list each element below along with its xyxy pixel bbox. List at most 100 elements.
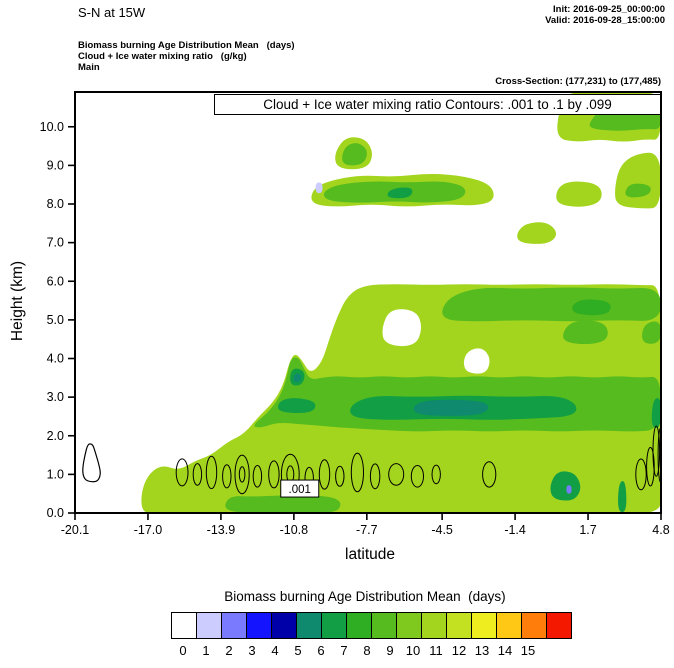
valid-time: Valid: 2016-09-28_15:00:00 — [545, 15, 665, 26]
cloud-contour-loop — [175, 458, 189, 487]
cloud-contour-loop — [652, 425, 661, 477]
y-tick-label: 1.0 — [47, 467, 64, 481]
colorbar: 0 1 2 3 4 5 6 7 8 9 10 11 12 13 14 15 — [171, 612, 572, 658]
fill-region — [615, 152, 661, 209]
colorbar-tick-label: 6 — [317, 643, 325, 658]
y-tick-label: 9.0 — [47, 158, 64, 172]
colorbar-tick-label: 12 — [451, 643, 467, 658]
fill-region — [342, 143, 367, 166]
cloud-contour-loop — [234, 454, 250, 495]
colorbar-tick-label: 5 — [294, 643, 302, 658]
fill-region — [556, 181, 602, 207]
colorbar-cell-15 — [546, 612, 572, 639]
contour-fill-layer: .001 — [82, 92, 661, 513]
x-tick-label: -20.1 — [61, 523, 90, 537]
cross-section-info: Cross-Section: (177,231) to (177,485) — [495, 76, 661, 87]
y-tick-label: 3.0 — [47, 390, 64, 404]
colorbar-title: Biomass burning Age Distribution Mean (d… — [224, 589, 506, 604]
colorbar-tick-label: 11 — [429, 643, 443, 658]
fill-region — [625, 183, 651, 198]
contour-info-box: Cloud + Ice water mixing ratio Contours:… — [214, 94, 661, 115]
cloud-contour-loop — [205, 455, 218, 490]
x-tick-label: -1.4 — [504, 523, 526, 537]
cloud-contour-loop — [482, 461, 497, 488]
colorbar-tick-label: 1 — [202, 643, 210, 658]
x-tick-label: 4.8 — [652, 523, 669, 537]
colorbar-cell-2 — [221, 612, 247, 639]
fill-region — [572, 299, 611, 316]
fill-region — [651, 398, 661, 428]
colorbar-cell-7 — [346, 612, 372, 639]
cloud-contour-blob — [82, 443, 101, 483]
fill-region — [517, 222, 557, 244]
plot-frame — [74, 91, 662, 514]
cloud-contour-loop — [222, 464, 232, 489]
fill-region — [382, 309, 422, 347]
cloud-contour-loop — [635, 458, 647, 491]
cloud-contour-loop — [252, 465, 263, 488]
colorbar-cell-3 — [246, 612, 272, 639]
colorbar-cell-6 — [321, 612, 347, 639]
cloud-contour-loop — [369, 463, 381, 490]
fill-region — [413, 399, 489, 416]
y-axis-title: Height (km) — [9, 260, 26, 342]
colorbar-boxes — [171, 612, 572, 639]
colorbar-tick-label: 7 — [340, 643, 348, 658]
colorbar-cell-12 — [471, 612, 497, 639]
field-line-1: Biomass burning Age Distribution Mean (d… — [78, 40, 295, 51]
fill-region — [277, 398, 316, 414]
colorbar-cell-1 — [196, 612, 222, 639]
field-line-3: Main — [78, 62, 100, 73]
fill-region — [315, 182, 323, 194]
contour-label: .001 — [289, 484, 311, 496]
y-tick-label: 7.0 — [47, 236, 64, 250]
field-line-2: Cloud + Ice water mixing ratio (g/kg) — [78, 51, 247, 62]
x-tick-label: -4.5 — [431, 523, 453, 537]
colorbar-tick-label: 4 — [271, 643, 279, 658]
colorbar-labels: 0 1 2 3 4 5 6 7 8 9 10 11 12 13 14 15 — [171, 643, 572, 658]
y-tick-label: 2.0 — [47, 429, 64, 443]
y-tick-label: 4.0 — [47, 352, 64, 366]
timestamp-block: Init: 2016-09-25_00:00:00 Valid: 2016-09… — [545, 4, 665, 26]
fill-region — [566, 485, 572, 494]
colorbar-tick-label: 2 — [225, 643, 233, 658]
colorbar-cell-4 — [271, 612, 297, 639]
y-tick-label: 5.0 — [47, 313, 64, 327]
colorbar-tick-label: 3 — [248, 643, 256, 658]
colorbar-tick-label: 10 — [405, 643, 421, 658]
fill-region — [463, 348, 490, 374]
y-tick-label: 0.0 — [47, 506, 64, 520]
cloud-contour-loop — [350, 452, 364, 493]
fill-region — [293, 373, 302, 383]
colorbar-tick-label: 13 — [474, 643, 490, 658]
colorbar-tick-label: 0 — [179, 643, 187, 658]
plot-title: S-N at 15W — [78, 5, 146, 20]
contour-label-box — [280, 479, 320, 498]
colorbar-cell-14 — [521, 612, 547, 639]
colorbar-cell-9 — [396, 612, 422, 639]
colorbar-tick-label: 8 — [363, 643, 371, 658]
colorbar-cell-11 — [446, 612, 472, 639]
fill-region — [442, 287, 661, 322]
colorbar-cell-13 — [496, 612, 522, 639]
cloud-contour-loop — [192, 463, 203, 486]
fill-region — [563, 320, 608, 345]
y-tick-label: 10.0 — [40, 120, 64, 134]
x-tick-label: -13.9 — [207, 523, 236, 537]
colorbar-cell-8 — [371, 612, 397, 639]
y-tick-label: 8.0 — [47, 197, 64, 211]
field-description-block: Biomass burning Age Distribution Mean (d… — [78, 40, 295, 73]
colorbar-tick-label: 9 — [386, 643, 394, 658]
fill-region — [550, 471, 581, 501]
cloud-contour-loop — [268, 460, 280, 489]
x-axis-title: latitude — [345, 546, 395, 563]
colorbar-cell-5 — [296, 612, 322, 639]
colorbar-cell-0 — [171, 612, 197, 639]
cloud-contour-loop — [431, 464, 441, 485]
colorbar-tick-label: 14 — [497, 643, 513, 658]
y-tick-label: 6.0 — [47, 274, 64, 288]
colorbar-tick-label: 15 — [520, 643, 536, 658]
cloud-contour-loop — [410, 465, 424, 488]
